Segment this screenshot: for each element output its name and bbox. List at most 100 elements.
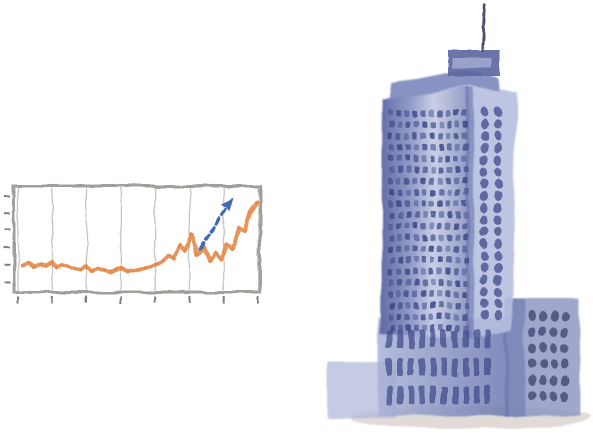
podium-window (474, 330, 480, 348)
tower-window (430, 234, 436, 241)
tower-side-window (480, 227, 488, 237)
tower-window (414, 211, 420, 219)
tower-window (420, 200, 426, 207)
tower-window (405, 256, 411, 264)
podium-window (452, 386, 458, 404)
tower-side-window (494, 227, 502, 237)
tower-window (437, 268, 443, 275)
podium-window (419, 386, 425, 404)
chart-point (78, 268, 83, 272)
chart-point (254, 200, 258, 204)
tower-window (437, 155, 443, 162)
chart-point (73, 267, 77, 271)
tower-window (438, 189, 444, 196)
tower-window (412, 200, 418, 207)
tower-window (446, 279, 452, 286)
tower-side-window (480, 215, 488, 225)
tower-side-window (494, 287, 502, 297)
tower-window (388, 155, 393, 162)
tower-window (412, 313, 418, 320)
low-building-window (528, 343, 536, 353)
chart-point (131, 268, 135, 272)
podium-window (485, 330, 491, 348)
tower-window (445, 200, 451, 207)
tower-window (422, 166, 428, 173)
chart-point (178, 244, 182, 248)
tower-window (446, 234, 452, 241)
tower-window (463, 211, 469, 219)
tower-side-window (494, 251, 502, 261)
tower-window (412, 132, 418, 140)
chart-point (143, 266, 147, 270)
tower-window (396, 290, 402, 298)
trend-arrow (198, 198, 234, 251)
tower-side-window (480, 167, 488, 177)
tower-window (396, 200, 402, 207)
chart-point (231, 248, 235, 252)
tower-side-window (494, 119, 502, 129)
tower-window (414, 143, 420, 151)
podium-windows (386, 330, 491, 404)
tower-window (453, 223, 459, 230)
chart-point (248, 209, 252, 213)
tower-side-window (494, 239, 502, 249)
tower-side-window (494, 299, 502, 309)
chart-gridlines (17, 188, 259, 290)
tower-window (463, 234, 469, 241)
tower-window (461, 268, 467, 275)
tower-window (405, 302, 411, 309)
tower-window (463, 256, 469, 264)
tower-window (438, 143, 444, 151)
podium-window (452, 358, 458, 376)
tower-window (455, 302, 461, 309)
tower-window (397, 324, 403, 332)
tower-side-window (480, 155, 488, 165)
podium-window (441, 386, 447, 404)
tower-window (445, 177, 451, 185)
chart-point (160, 258, 164, 262)
podium-window (452, 330, 458, 348)
podium-window (485, 358, 491, 376)
podium-window (430, 330, 436, 348)
line-chart (4, 184, 262, 303)
chart-point (137, 267, 141, 271)
tower-window (445, 290, 451, 298)
tower-window (405, 234, 411, 241)
tower-window (404, 245, 410, 253)
tower-window (438, 121, 444, 128)
chart-point (55, 266, 59, 270)
tower-window (422, 234, 428, 241)
tower-window (455, 279, 461, 286)
tower-side-window (480, 239, 488, 249)
tower-window (438, 234, 444, 241)
tower-window (453, 313, 459, 320)
roof-equipment-light (452, 58, 492, 68)
tower-window (397, 211, 403, 219)
tower-window (405, 166, 411, 173)
low-building-window (528, 311, 536, 321)
podium-window (386, 358, 392, 376)
tower-side-window (480, 263, 488, 273)
tower-window (414, 324, 420, 332)
tower-side-edge (466, 88, 474, 340)
tower-window (404, 268, 410, 275)
tower-window (396, 177, 402, 185)
low-building-window (550, 359, 558, 369)
tower-window (438, 211, 444, 219)
tower-window (463, 324, 469, 332)
tower-window (414, 166, 420, 173)
tower-windows-front (388, 110, 469, 332)
tower-window (429, 313, 434, 320)
chart-points (20, 200, 258, 274)
low-building-window (528, 391, 536, 401)
tower-window (461, 313, 467, 320)
tower-window (404, 132, 410, 140)
tower-window (404, 177, 410, 185)
chart-point (49, 261, 53, 265)
low-building-window (561, 327, 569, 337)
tower-side-window (480, 251, 488, 261)
podium-window (408, 386, 414, 404)
tower-window (438, 256, 444, 264)
tower-window (461, 223, 467, 230)
